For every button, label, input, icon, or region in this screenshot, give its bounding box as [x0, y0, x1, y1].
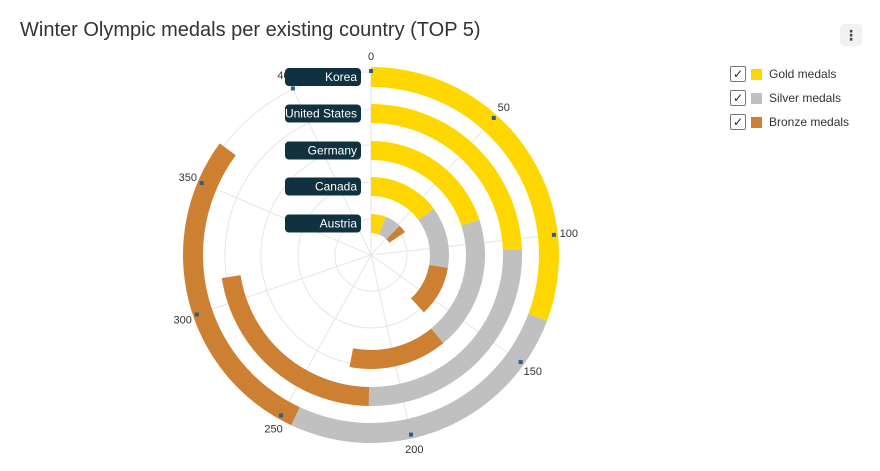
tick-mark: [194, 312, 199, 317]
legend: ✓ Gold medals ✓ Silver medals ✓ Bronze m…: [730, 62, 849, 134]
svg-text:United States: United States: [285, 107, 357, 121]
legend-label: Gold medals: [769, 67, 837, 81]
tick-mark: [278, 413, 283, 418]
tick-label: 50: [498, 102, 510, 114]
tick-label: 300: [173, 314, 191, 326]
tick-mark: [551, 232, 556, 237]
category-label: Germany: [285, 141, 361, 160]
bar-austria-gold[interactable]: [371, 214, 386, 235]
tick-mark: [518, 360, 523, 365]
legend-item-silver[interactable]: ✓ Silver medals: [730, 86, 849, 110]
tick-label: 100: [560, 228, 578, 240]
grid-radial: [197, 254, 372, 315]
vertical-ellipsis-icon[interactable]: ⋮: [840, 24, 862, 46]
tick-label: 150: [524, 366, 542, 378]
grid-radial: [281, 254, 372, 415]
checkbox-icon[interactable]: ✓: [730, 114, 746, 130]
tick-label: 200: [405, 444, 423, 456]
bar-korea-bronze[interactable]: [183, 143, 300, 426]
svg-text:Korea: Korea: [325, 70, 357, 84]
category-label: United States: [285, 104, 361, 123]
bar-united-states-bronze[interactable]: [221, 275, 370, 406]
svg-text:Austria: Austria: [320, 217, 358, 231]
category-label: Canada: [285, 177, 361, 196]
tick-mark: [409, 432, 414, 437]
bar-germany-bronze[interactable]: [349, 328, 444, 369]
tick-mark: [491, 115, 496, 120]
bar-germany-gold[interactable]: [371, 141, 480, 226]
legend-label: Silver medals: [769, 91, 842, 105]
bar-korea-silver[interactable]: [291, 313, 548, 443]
bar-austria-silver[interactable]: [378, 216, 400, 240]
bar-united-states-gold[interactable]: [371, 104, 522, 251]
tick-mark: [290, 86, 295, 91]
grid-radial: [370, 254, 412, 434]
bar-canada-bronze[interactable]: [411, 264, 448, 313]
bar-austria-bronze[interactable]: [386, 225, 406, 243]
tick-mark: [199, 181, 204, 186]
bar-germany-silver[interactable]: [431, 219, 485, 344]
tick-mark: [369, 69, 373, 73]
bar-korea-gold[interactable]: [371, 67, 559, 321]
chart-title: Winter Olympic medals per existing count…: [20, 19, 481, 41]
checkbox-icon[interactable]: ✓: [730, 66, 746, 82]
bar-canada-silver[interactable]: [418, 208, 449, 269]
legend-swatch-bronze: [751, 116, 762, 128]
legend-swatch-silver: [751, 92, 762, 104]
bar-united-states-silver[interactable]: [368, 249, 522, 406]
grid-radial: [370, 234, 553, 256]
svg-text:Germany: Germany: [308, 144, 357, 158]
legend-label: Bronze medals: [769, 115, 850, 129]
category-label: Austria: [285, 214, 361, 233]
legend-swatch-gold: [751, 68, 762, 80]
checkbox-icon[interactable]: ✓: [730, 90, 746, 106]
category-label: Korea: [285, 68, 361, 86]
bar-canada-gold[interactable]: [371, 177, 434, 220]
tick-label: 250: [264, 424, 282, 436]
tick-label: 0: [368, 51, 374, 63]
svg-text:Canada: Canada: [315, 180, 357, 194]
legend-item-gold[interactable]: ✓ Gold medals: [730, 62, 849, 86]
legend-item-bronze[interactable]: ✓ Bronze medals: [730, 110, 849, 134]
tick-label: 350: [179, 172, 197, 184]
grid-radial: [370, 254, 521, 362]
